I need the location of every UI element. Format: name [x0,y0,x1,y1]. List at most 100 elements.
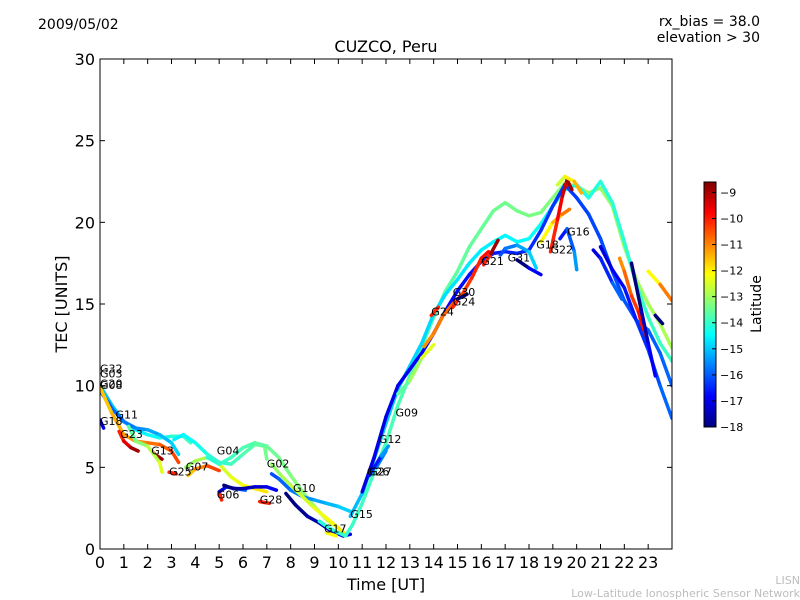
colorbar-tick-label--10: −10 [720,212,743,225]
tec-trace-8-segment-1 [181,432,198,445]
tec-trace-26-segment-6 [479,249,491,261]
tec-trace-1-segment-2 [122,419,138,430]
tec-trace-24-segment-1 [379,444,391,458]
x-tick-label-22: 22 [614,553,634,572]
tec-trace-32-segment-1 [527,266,543,277]
colorbar-label: Latitude [749,275,765,333]
satellite-label-g10: G10 [293,482,316,495]
tec-trace-17-segment-4 [312,506,329,520]
tec-trace-19-segment-3 [343,522,355,538]
colorbar-tick-label--12: −12 [720,265,743,278]
tec-trace-38-segment-2 [629,294,641,314]
y-tick-label-15: 15 [75,295,95,314]
tec-trace-15-segment-0 [257,499,271,506]
tec-trace-17-segment-5 [324,516,341,530]
tec-trace-11-segment-0 [205,455,221,466]
tec-trace-19-segment-25 [598,186,615,208]
tec-trace-6-segment-2 [145,444,162,465]
tec-trace-18-segment-0 [284,491,298,507]
y-axis: 0 5 10 15 20 25 30 [75,50,672,559]
colorbar-tick-label--11: −11 [720,239,743,252]
colorbar-tick-label--17: −17 [720,395,743,408]
tec-trace-21-segment-13 [503,233,519,244]
tec-trace-17-segment-6 [336,526,348,537]
colorbar-tick-label--18: −18 [720,421,743,434]
colorbar: −9 −10 −11 −12 −13 −14 −15 −16 −17 −18 Latitude [703,181,765,434]
tec-trace-25-segment-2 [420,343,436,360]
x-tick-label-1: 1 [119,553,129,572]
tec-trace-19-segment-20 [539,196,555,215]
footer-network: Low-Latitude Ionospheric Sensor Network [571,587,800,600]
satellite-label-g07: G07 [186,461,209,474]
x-tick-label-19: 19 [543,553,563,572]
x-tick-label-13: 13 [400,553,420,572]
tec-trace-19-segment-30 [658,321,672,350]
tec-trace-36-segment-0 [555,174,567,187]
tec-trace-21-segment-0 [348,491,364,519]
tec-trace-3-segment-6 [169,449,181,465]
tec-trace-22-segment-3 [396,367,412,388]
y-tick-label-0: 0 [85,540,95,559]
x-tick-label-11: 11 [352,553,372,572]
tec-trace-40-segment-2 [646,341,658,378]
tec-trace-22-segment-18 [574,196,591,216]
tec-trace-6-segment-1 [134,439,150,448]
tec-trace-22-segment-8 [455,272,472,293]
tec-trace-22-segment-24 [646,328,662,355]
tec-trace-19-segment-1 [327,526,341,535]
x-tick-label-12: 12 [376,553,396,572]
colorbar-ticks: −9 −10 −11 −12 −13 −14 −15 −16 −17 −18 [712,186,743,434]
tec-trace-20-segment-0 [324,530,338,538]
tec-trace-36-segment-1 [563,174,577,184]
tec-trace-34-segment-3 [565,178,574,192]
tec-trace-8-segment-5 [229,452,245,466]
tec-trace-17-segment-3 [300,494,317,510]
tec-trace-21-segment-26 [658,341,672,363]
tec-trace-6-segment-3 [157,460,164,474]
satellite-label-g08: G08 [100,379,123,392]
satellite-label-g13: G13 [151,444,174,457]
tec-trace-36-segment-2 [572,179,584,195]
x-tick-label-10: 10 [328,553,348,572]
x-tick-label-16: 16 [471,553,491,572]
tec-trace-34-segment-0 [548,217,560,254]
tec-trace-0-segment-4 [145,432,162,440]
tec-trace-21-segment-20 [586,179,603,200]
y-tick-label-5: 5 [85,458,95,477]
tec-trace-21-segment-5 [408,341,424,368]
x-tick-label-6: 6 [238,553,248,572]
tec-trace-21-segment-22 [610,200,627,244]
satellite-label-g21: G21 [481,255,504,268]
tec-trace-34-segment-2 [560,178,569,198]
x-tick-label-3: 3 [166,553,176,572]
x-tick-label-4: 4 [190,553,200,572]
tec-trace-39-segment-3 [634,318,650,352]
tec-trace-31-segment-1 [503,243,519,251]
y-tick-label-25: 25 [75,132,95,151]
tec-trace-34-segment-1 [555,194,565,221]
y-tick-label-20: 20 [75,213,95,232]
tec-trace-37-segment-0 [591,248,603,261]
tec-trace-19-segment-12 [443,269,460,293]
satellite-label-g09: G09 [396,407,419,420]
tec-trace-42-segment-0 [646,269,662,287]
x-tick-label-8: 8 [286,553,296,572]
tec-trace-3-segment-4 [145,441,162,447]
tec-trace-19-segment-7 [384,403,400,445]
tec-trace-11-segment-6 [277,455,293,478]
tec-trace-22-segment-19 [586,212,603,241]
satellite-label-g24: G24 [453,296,476,309]
tec-trace-19-segment-17 [503,200,519,213]
y-tick-label-10: 10 [75,377,95,396]
tec-trace-17-segment-1 [279,473,293,488]
tec-trace-40-segment-0 [629,261,643,311]
x-tick-label-5: 5 [214,553,224,572]
colorbar-tick-label--16: −16 [720,369,743,382]
tec-trace-37-segment-2 [610,281,624,301]
colorbar-tick-label--14: −14 [720,317,743,330]
tec-trace-26-segment-1 [431,313,445,336]
tec-trace-35-segment-1 [565,227,577,254]
x-tick-label-21: 21 [590,553,610,572]
tec-trace-21-segment-21 [598,179,615,205]
tec-trace-19-segment-15 [479,209,496,231]
